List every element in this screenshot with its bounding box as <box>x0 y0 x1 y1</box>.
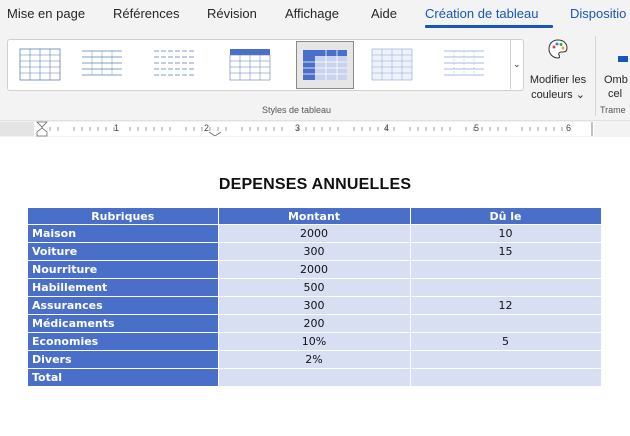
row-label[interactable]: Médicaments <box>28 314 219 333</box>
row-label[interactable]: Economies <box>28 332 219 351</box>
header-rubriques[interactable]: Rubriques <box>28 208 219 225</box>
row-label[interactable]: Habillement <box>28 278 219 297</box>
ruler-ticks <box>41 122 593 137</box>
palette-icon <box>548 39 568 59</box>
active-tab-underline <box>425 25 553 28</box>
table-row: Assurances 300 12 <box>28 296 602 315</box>
header-montant[interactable]: Montant <box>218 208 411 225</box>
modify-colors-label-2: couleurs ⌄ <box>531 89 585 101</box>
ruler-track <box>34 122 594 137</box>
horizontal-ruler: 1 2 3 4 5 6 <box>0 120 630 137</box>
document-title[interactable]: DEPENSES ANNUELLES <box>218 176 412 193</box>
ruler-number-3: 3 <box>295 123 301 133</box>
table-style-header-grid[interactable] <box>226 47 274 82</box>
row-label[interactable]: Nourriture <box>28 260 219 279</box>
row-label[interactable]: Voiture <box>28 242 219 261</box>
tab-mise-en-page[interactable]: Mise en page <box>7 6 86 21</box>
row-amount[interactable]: 300 <box>218 296 411 315</box>
table-row: Voiture 300 15 <box>28 242 602 261</box>
row-amount[interactable]: 2000 <box>218 224 411 243</box>
modify-colors-label-1: Modifier les <box>529 74 587 86</box>
row-due[interactable] <box>410 368 602 386</box>
row-due[interactable] <box>410 350 602 369</box>
tab-disposition[interactable]: Dispositio <box>570 6 627 21</box>
table-styles-gallery <box>7 39 524 91</box>
expenses-table[interactable]: Rubriques Montant Dû le Maison 2000 10 V… <box>28 208 602 386</box>
table-style-plain-grid[interactable] <box>16 47 64 82</box>
tab-creation-de-tableau[interactable]: Création de tableau <box>425 6 539 21</box>
table-row: Nourriture 2000 <box>28 260 602 279</box>
table-header-row: Rubriques Montant Dû le <box>28 208 602 225</box>
shading-icon <box>618 56 628 62</box>
ribbon-panel: ⌄ Styles de tableau Modifier les couleur… <box>0 30 630 120</box>
ruler-number-2: 2 <box>204 123 210 133</box>
row-due[interactable]: 10 <box>410 224 602 243</box>
ruler-left-margin <box>0 122 34 136</box>
table-row: Habillement 500 <box>28 278 602 297</box>
row-due[interactable] <box>410 278 602 297</box>
table-style-selected-banded[interactable] <box>296 41 354 89</box>
shading-label-2: cel <box>608 88 623 100</box>
shading-button[interactable]: Omb cel <box>600 36 630 102</box>
row-label[interactable]: Maison <box>28 224 219 243</box>
row-due[interactable] <box>410 314 602 333</box>
indent-marker-icon[interactable] <box>36 121 48 137</box>
chevron-down-icon: ⌄ <box>513 59 521 69</box>
table-row: Médicaments 200 <box>28 314 602 333</box>
row-due[interactable] <box>410 260 602 279</box>
borders-group-label: Trame <box>600 105 626 115</box>
styles-group-label: Styles de tableau <box>262 105 332 115</box>
ribbon-tab-bar: Mise en page Références Révision Afficha… <box>0 0 630 30</box>
row-amount[interactable]: 2% <box>218 350 411 369</box>
ruler-number-6: 6 <box>566 123 572 133</box>
ruler-number-1: 1 <box>114 123 120 133</box>
table-row: Total <box>28 368 602 386</box>
table-style-list[interactable] <box>440 47 488 82</box>
tab-aide[interactable]: Aide <box>371 6 398 21</box>
table-row: Economies 10% 5 <box>28 332 602 351</box>
modify-colors-button[interactable]: Modifier les couleurs ⌄ <box>526 36 590 102</box>
ruler-number-5: 5 <box>474 123 480 133</box>
row-amount[interactable]: 10% <box>218 332 411 351</box>
table-style-light-grid[interactable] <box>368 47 416 82</box>
table-row: Maison 2000 10 <box>28 224 602 243</box>
row-label[interactable]: Divers <box>28 350 219 369</box>
tab-revision[interactable]: Révision <box>207 6 257 21</box>
row-due[interactable]: 12 <box>410 296 602 315</box>
shading-label-1: Omb <box>604 74 628 86</box>
row-amount[interactable]: 200 <box>218 314 411 333</box>
table-row: Divers 2% <box>28 350 602 369</box>
row-amount[interactable]: 500 <box>218 278 411 297</box>
row-due[interactable]: 15 <box>410 242 602 261</box>
row-due[interactable]: 5 <box>410 332 602 351</box>
header-du-le[interactable]: Dû le <box>410 208 602 225</box>
ruler-number-4: 4 <box>384 123 390 133</box>
row-amount[interactable]: 2000 <box>218 260 411 279</box>
row-amount[interactable]: 300 <box>218 242 411 261</box>
tab-references[interactable]: Références <box>113 6 180 21</box>
row-label[interactable]: Total <box>28 368 219 386</box>
row-label[interactable]: Assurances <box>28 296 219 315</box>
group-separator <box>595 36 596 116</box>
gallery-more-button[interactable]: ⌄ <box>510 39 525 89</box>
tab-affichage[interactable]: Affichage <box>285 6 339 21</box>
table-style-light-lines[interactable] <box>78 47 126 82</box>
table-style-dashed[interactable] <box>150 47 198 82</box>
row-amount[interactable] <box>218 368 411 386</box>
